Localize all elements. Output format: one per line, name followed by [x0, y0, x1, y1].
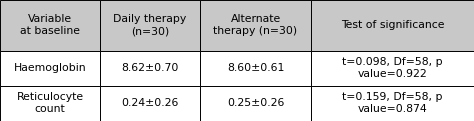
Text: Alternate
therapy (n=30): Alternate therapy (n=30) [213, 14, 298, 36]
Text: 0.25±0.26: 0.25±0.26 [227, 98, 284, 108]
Bar [0, 51, 100, 86]
Bar [100, 51, 200, 86]
Bar [100, 0, 200, 51]
Text: 8.60±0.61: 8.60±0.61 [227, 63, 284, 73]
Text: Daily therapy
(n=30): Daily therapy (n=30) [113, 14, 187, 36]
Bar [200, 51, 311, 86]
Bar [100, 86, 200, 121]
Bar [0, 86, 100, 121]
Bar [311, 0, 474, 51]
Bar [200, 86, 311, 121]
Text: Test of significance: Test of significance [341, 20, 444, 30]
Text: 0.24±0.26: 0.24±0.26 [121, 98, 179, 108]
Bar [311, 51, 474, 86]
Text: t=0.159, Df=58, p
value=0.874: t=0.159, Df=58, p value=0.874 [342, 92, 443, 114]
Bar [200, 0, 311, 51]
Text: t=0.098, Df=58, p
value=0.922: t=0.098, Df=58, p value=0.922 [342, 57, 443, 79]
Text: 8.62±0.70: 8.62±0.70 [121, 63, 179, 73]
Bar [0, 0, 100, 51]
Text: Reticulocyte
count: Reticulocyte count [17, 92, 83, 114]
Text: Haemoglobin: Haemoglobin [14, 63, 86, 73]
Bar [311, 86, 474, 121]
Text: Variable
at baseline: Variable at baseline [20, 14, 80, 36]
